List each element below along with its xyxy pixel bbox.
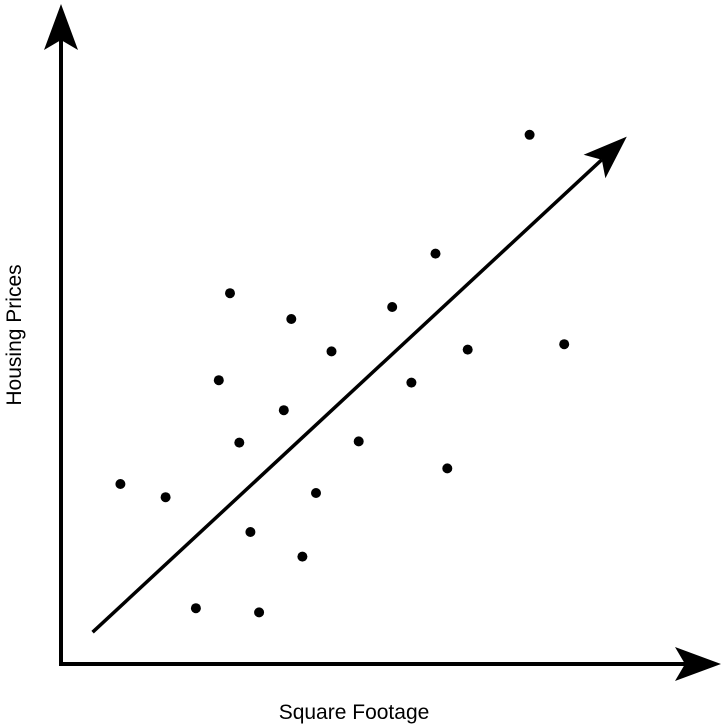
- data-point: [297, 551, 308, 562]
- data-point: [286, 314, 297, 324]
- y-axis-label: Housing Prices: [3, 264, 26, 405]
- data-point: [326, 346, 337, 357]
- data-point: [115, 479, 126, 489]
- data-point: [462, 344, 473, 355]
- data-point: [234, 437, 245, 448]
- x-axis-arrowhead: [675, 647, 721, 681]
- data-point: [406, 377, 417, 388]
- data-point: [213, 375, 224, 386]
- data-point: [254, 607, 265, 618]
- data-point: [353, 436, 364, 447]
- data-point: [524, 129, 535, 140]
- x-axis-label: Square Footage: [279, 701, 430, 724]
- trend-line: [91, 158, 603, 634]
- data-point: [442, 463, 453, 474]
- trend-line-group: [91, 136, 627, 634]
- data-point: [190, 603, 201, 614]
- trend-line-arrowhead: [583, 136, 627, 179]
- data-point: [387, 302, 398, 312]
- data-point: [311, 488, 321, 498]
- data-point: [559, 339, 570, 350]
- data-point: [430, 248, 441, 259]
- data-point: [245, 527, 256, 537]
- axes: [44, 4, 721, 681]
- data-points: [115, 129, 570, 618]
- data-point: [160, 492, 171, 503]
- data-point: [278, 405, 289, 416]
- y-axis-arrowhead: [44, 4, 78, 50]
- data-point: [225, 288, 235, 299]
